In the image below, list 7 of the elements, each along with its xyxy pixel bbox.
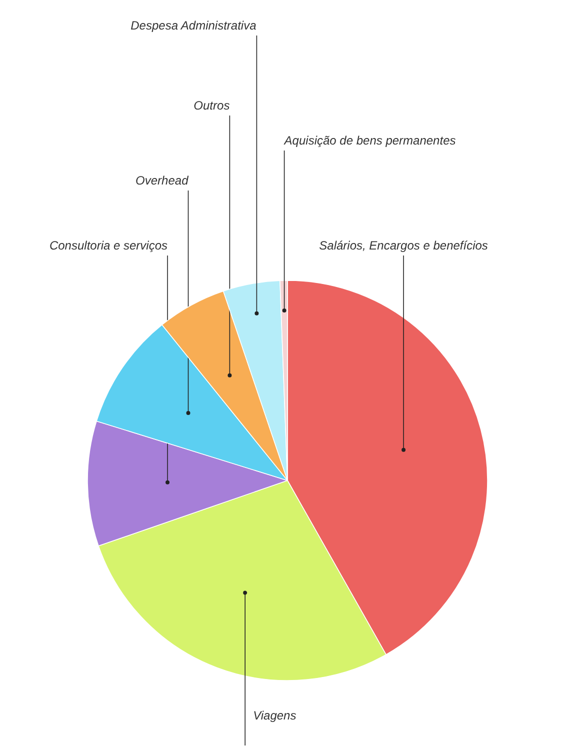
slice-label: Salários, Encargos e benefícios	[319, 238, 488, 252]
slice-label: Outros	[194, 98, 230, 112]
slice-label: Consultoria e serviços	[49, 238, 168, 252]
slice-label: Overhead	[136, 174, 189, 188]
slice-label: Despesa Administrativa	[130, 18, 257, 32]
slice-label: Viagens	[253, 708, 296, 722]
slice-label: Aquisição de bens permanentes	[283, 134, 456, 148]
